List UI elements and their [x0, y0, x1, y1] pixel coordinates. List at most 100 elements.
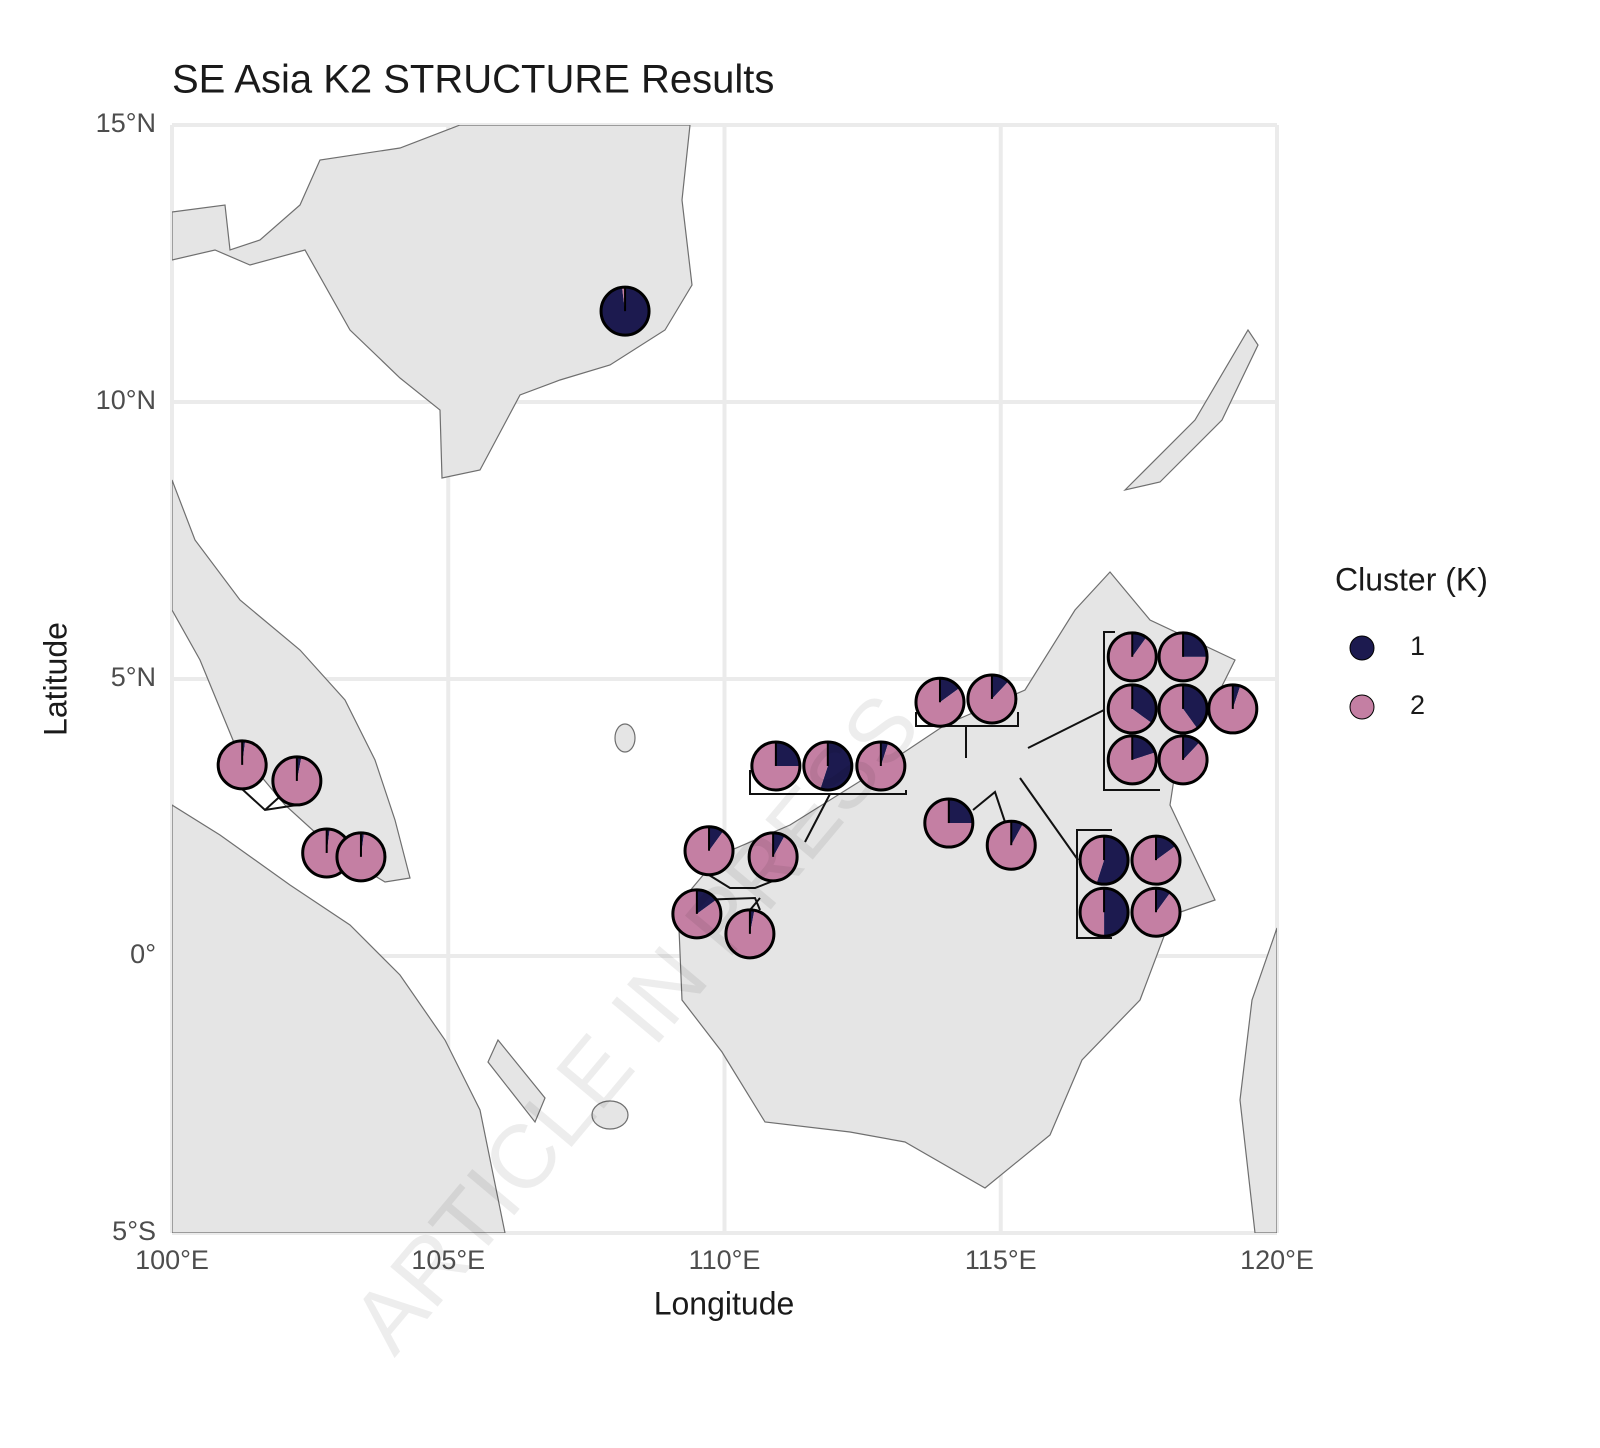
legend: 12 — [1349, 631, 1425, 720]
pie — [1078, 886, 1130, 938]
pie-outline — [750, 740, 802, 792]
land-natuna — [614, 723, 636, 753]
pie-slice — [296, 756, 302, 781]
legend-label: 2 — [1410, 690, 1425, 720]
y-tick-label: 5°N — [111, 662, 156, 692]
pie-outline — [1106, 631, 1158, 683]
pie-slice — [1132, 735, 1156, 760]
bracket — [1027, 631, 1160, 791]
legend-label: 1 — [1410, 631, 1425, 661]
land-palawan — [1123, 328, 1259, 492]
pie — [1130, 886, 1182, 938]
pie — [750, 740, 802, 792]
pie-outline — [599, 285, 651, 337]
pie-outline — [671, 888, 723, 940]
pie — [914, 676, 966, 728]
pie-slice — [991, 674, 1009, 699]
pie — [966, 673, 1018, 725]
x-tick-label: 110°E — [689, 1245, 761, 1275]
pie-outline — [966, 673, 1018, 725]
pie-slice — [1183, 632, 1208, 657]
pie-outline — [216, 739, 268, 791]
pie-slice — [1183, 735, 1200, 760]
pie-outline — [1106, 734, 1158, 786]
pie — [1157, 683, 1209, 735]
land-indochina — [172, 125, 693, 479]
pie — [335, 831, 387, 883]
legend-swatch — [1349, 694, 1375, 720]
legend-swatch — [1349, 635, 1375, 661]
legend-title: Cluster (K) — [1335, 561, 1488, 597]
pie — [1207, 683, 1259, 735]
pie-slice — [1080, 836, 1105, 883]
pie — [271, 755, 323, 807]
land — [172, 125, 1277, 1233]
land-sumatra — [172, 804, 506, 1233]
y-axis-label: Latitude — [37, 622, 73, 736]
pie — [724, 908, 776, 960]
pie-outline — [747, 831, 799, 883]
pie-slice — [1011, 821, 1023, 846]
pie-outline — [1106, 683, 1158, 735]
pie — [1106, 683, 1158, 735]
pie — [671, 888, 723, 940]
chart-title: SE Asia K2 STRUCTURE Results — [172, 58, 774, 102]
pie — [1078, 834, 1130, 886]
land-belitung — [591, 1100, 629, 1130]
pie-slice — [1132, 836, 1181, 885]
pie-outline — [1157, 734, 1209, 786]
pie — [855, 740, 907, 792]
pie-slice — [1132, 632, 1147, 657]
pie — [599, 285, 651, 337]
pie-slice — [1232, 684, 1241, 709]
pie-slice — [709, 826, 724, 851]
bracket — [1076, 829, 1112, 939]
pie — [1130, 834, 1182, 886]
pie-outline — [683, 825, 735, 877]
pie-slice — [1159, 684, 1198, 733]
pies — [216, 285, 1259, 960]
pie-outline — [855, 740, 907, 792]
pie-outline — [1207, 683, 1259, 735]
pie-slice — [685, 826, 734, 875]
pie-slice — [1156, 888, 1171, 913]
pie-slice — [803, 741, 828, 789]
pie — [1106, 631, 1158, 683]
x-tick-label: 120°E — [1240, 1245, 1314, 1275]
pie-outline — [1157, 683, 1209, 735]
pie-outline — [802, 740, 854, 792]
pie-outline — [1078, 834, 1130, 886]
land-bangka — [487, 1038, 546, 1124]
bracket — [915, 712, 1019, 758]
pie-outline — [923, 797, 975, 849]
pie-slice — [773, 832, 785, 857]
leader-lines — [241, 631, 1160, 939]
pie — [923, 797, 975, 849]
x-axis-label: Longitude — [654, 1285, 795, 1321]
pie-slice — [749, 909, 755, 934]
pie-outline — [724, 908, 776, 960]
pie-outline — [985, 819, 1037, 871]
pie — [1157, 631, 1209, 683]
land-sulawesi — [1239, 927, 1277, 1233]
pie-slice — [1080, 888, 1105, 937]
pie-outline — [1130, 886, 1182, 938]
y-tick-label: 0° — [130, 939, 156, 969]
pie-slice — [601, 287, 650, 336]
pie-outline — [335, 831, 387, 883]
pie-outline — [914, 676, 966, 728]
pie-slice — [1104, 888, 1129, 937]
pie-slice — [987, 821, 1036, 870]
pie-slice — [1183, 684, 1208, 729]
pie — [747, 831, 799, 883]
y-tick-label: 15°N — [96, 108, 156, 138]
pie-outline — [1130, 834, 1182, 886]
pie-slice — [924, 799, 973, 848]
pie-slice — [880, 741, 889, 766]
leader-line — [972, 777, 1079, 861]
bracket — [749, 770, 907, 843]
pie — [683, 825, 735, 877]
pie-outline — [1157, 631, 1209, 683]
pie — [802, 740, 854, 792]
